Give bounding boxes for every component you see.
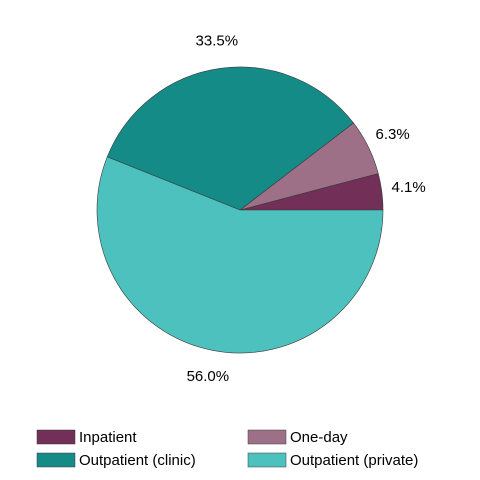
legend-swatch: [36, 429, 76, 445]
legend-swatch: [36, 452, 76, 468]
legend-swatch: [247, 452, 287, 468]
data-label: 6.3%: [376, 126, 410, 143]
data-label: 4.1%: [391, 179, 425, 196]
legend-label: Outpatient (private): [290, 452, 418, 469]
data-label: 33.5%: [196, 33, 239, 50]
pie-slice: [106, 66, 354, 211]
legend-label: Outpatient (clinic): [79, 452, 196, 469]
legend-swatch: [247, 429, 287, 445]
pie-slice: [96, 156, 384, 354]
legend-label: One-day: [290, 429, 348, 446]
legend-label: Inpatient: [79, 429, 137, 446]
data-label: 56.0%: [187, 368, 230, 385]
